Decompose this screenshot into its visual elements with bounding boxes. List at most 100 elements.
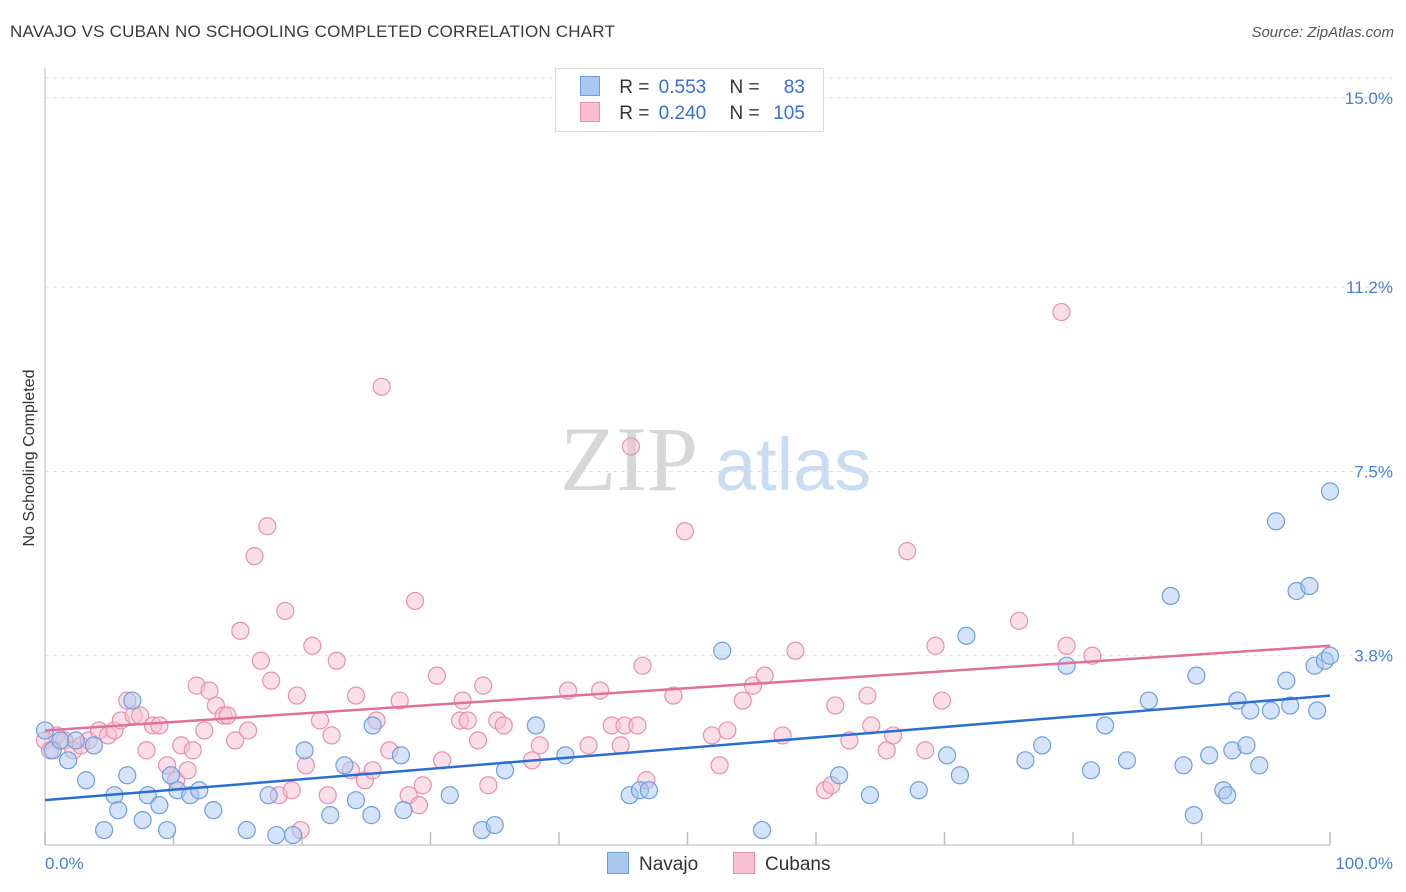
navajo-point-74 (1300, 576, 1319, 596)
y-axis-label: No Schooling Completed (21, 370, 38, 547)
navajo-point-32 (394, 801, 413, 820)
cubans-point-84 (718, 721, 737, 740)
navajo-point-41 (639, 781, 659, 800)
cubans-point-104 (1057, 636, 1076, 655)
navajo-point-70 (1266, 512, 1286, 531)
navajo-point-6 (84, 736, 103, 755)
cubans-point-98 (898, 542, 917, 561)
chart-source: Source: ZipAtlas.com (1251, 24, 1394, 41)
cubans-point-20 (178, 761, 197, 780)
navajo-point-56 (1139, 691, 1158, 710)
cubans-point-64 (474, 676, 493, 695)
navajo-point-45 (860, 786, 880, 805)
navajo-point-30 (363, 716, 382, 735)
navajo-point-12 (133, 810, 152, 830)
cubans-point-99 (916, 741, 935, 760)
cubans-point-42 (310, 711, 330, 730)
navajo-point-14 (150, 796, 169, 815)
y-tick-label-3: 15.0% (1345, 89, 1393, 108)
navajo-point-46 (909, 781, 928, 800)
navajo-point-26 (321, 806, 340, 825)
navajo-point-59 (1184, 806, 1203, 825)
navajo-point-2 (51, 731, 70, 750)
navajo-point-65 (1228, 691, 1247, 710)
navajo-point-5 (77, 771, 96, 790)
y-tick-label-1: 7.5% (1354, 462, 1393, 481)
cubans-point-30 (238, 721, 258, 740)
navajo-point-4 (66, 731, 85, 750)
cubans-point-71 (579, 736, 598, 755)
cubans-point-16 (150, 716, 169, 735)
y-tick-label-2: 11.2% (1346, 278, 1393, 297)
x-tick-label-1: 100.0% (1335, 854, 1393, 873)
cubans-point-57 (413, 776, 432, 795)
cubans-point-86 (743, 676, 763, 695)
navajo-legend-swatch (607, 852, 629, 874)
x-tick-label-0: 0.0% (45, 854, 84, 873)
navajo-n-label: N = (729, 77, 760, 98)
cubans-point-44 (322, 726, 341, 745)
navajo-point-25 (295, 741, 314, 760)
cubans-point-14 (137, 741, 156, 760)
navajo-point-63 (1218, 786, 1237, 805)
cubans-point-65 (479, 776, 498, 795)
navajo-point-19 (190, 781, 209, 800)
navajo-point-27 (335, 756, 354, 775)
navajo-point-76 (1308, 701, 1327, 720)
cubans-point-45 (327, 651, 346, 670)
navajo-point-9 (109, 801, 128, 820)
cubans-point-77 (628, 716, 647, 735)
navajo-point-67 (1241, 701, 1260, 720)
navajo-point-43 (752, 820, 772, 840)
navajo-point-44 (830, 766, 849, 785)
navajo-series (35, 482, 1340, 845)
cubans-legend-swatch (733, 852, 755, 874)
cubans-point-47 (346, 686, 366, 705)
navajo-point-71 (1277, 671, 1296, 690)
navajo-point-47 (937, 746, 957, 765)
cubans-point-41 (303, 636, 322, 655)
navajo-point-54 (1096, 716, 1115, 735)
cubans-point-23 (195, 721, 214, 740)
cubans-point-62 (458, 711, 477, 730)
navajo-point-10 (118, 766, 137, 785)
cubans-point-58 (427, 666, 447, 685)
cubans-trend-line (44, 644, 1331, 732)
cubans-point-43 (318, 786, 337, 805)
cubans-point-32 (251, 651, 270, 670)
navajo-point-33 (440, 786, 459, 805)
navajo-point-49 (957, 626, 976, 645)
cubans-point-33 (258, 517, 277, 536)
navajo-point-60 (1187, 666, 1206, 685)
cubans-point-63 (468, 731, 488, 750)
cubans-point-67 (494, 716, 513, 735)
legend-row-cubans: R = 0.240 N = 105 (580, 102, 805, 126)
navajo-point-51 (1033, 736, 1052, 755)
cubans-point-102 (1009, 611, 1029, 630)
navajo-point-72 (1281, 696, 1300, 715)
cubans-point-76 (621, 437, 641, 456)
navajo-point-78 (1320, 646, 1340, 665)
navajo-point-20 (204, 801, 223, 820)
cubans-point-27 (218, 706, 237, 725)
navajo-point-23 (267, 825, 286, 845)
navajo-point-42 (713, 641, 732, 660)
cubans-point-83 (710, 756, 729, 775)
navajo-trend-line (44, 694, 1331, 802)
cubans-point-38 (287, 686, 306, 705)
navajo-point-53 (1081, 761, 1101, 780)
cubans-point-55 (405, 591, 425, 611)
cubans-point-28 (226, 731, 245, 750)
cubans-r-label: R = (619, 103, 650, 124)
cubans-swatch (580, 102, 600, 122)
cubans-point-53 (390, 691, 409, 710)
navajo-point-29 (362, 806, 381, 825)
navajo-point-79 (1320, 482, 1340, 501)
watermark: ZIP atlas (560, 408, 871, 510)
cubans-point-21 (183, 741, 202, 760)
navajo-point-58 (1174, 756, 1193, 775)
navajo-point-35 (485, 815, 504, 835)
cubans-point-49 (363, 761, 382, 780)
cubans-point-36 (276, 601, 295, 621)
